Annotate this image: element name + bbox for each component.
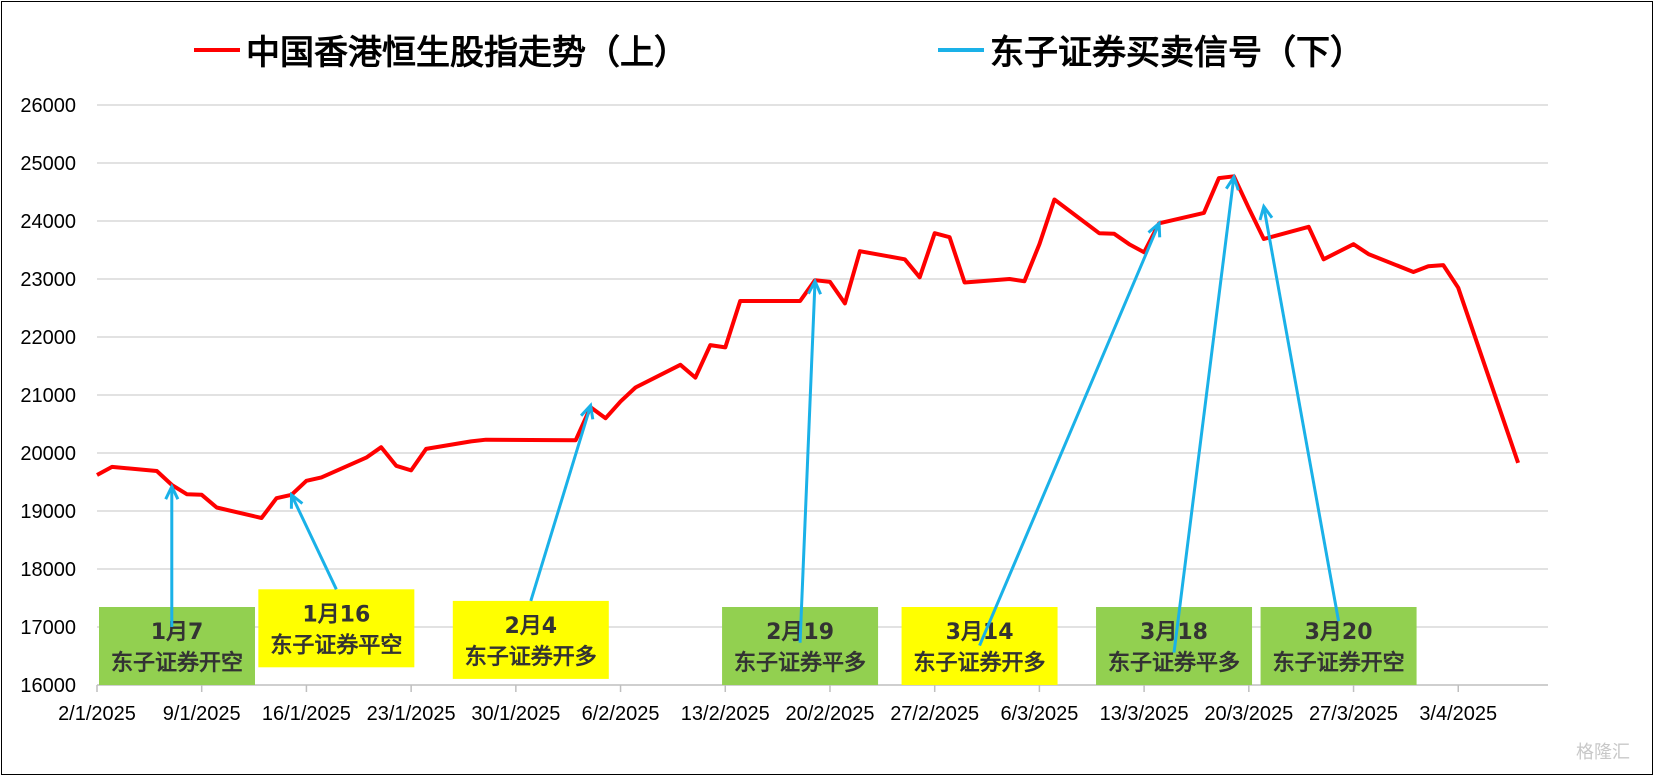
y-tick-label: 18000 [20, 559, 76, 581]
signal-arrow-line [978, 222, 1161, 647]
x-tick-label: 6/2/2025 [582, 703, 660, 725]
signal-date-label: 3月20 [1305, 620, 1373, 645]
signal-arrow-head [289, 491, 304, 509]
x-tick-label: 23/1/2025 [367, 703, 456, 725]
x-tick-label: 6/3/2025 [1000, 703, 1078, 725]
signal-arrow-head [164, 483, 180, 500]
signal-3: 2月4 东子证券开多 [452, 402, 609, 679]
x-tick-label: 30/1/2025 [471, 703, 560, 725]
y-tick-label: 16000 [20, 675, 76, 697]
x-tick-label: 20/2/2025 [785, 703, 874, 725]
signal-arrow-head [579, 402, 595, 420]
signal-5: 3月14 东子证券开多 [901, 220, 1162, 685]
signal-box [258, 589, 415, 668]
signal-arrow-head [1147, 220, 1162, 238]
signal-date-label: 1月16 [302, 602, 370, 627]
signal-date-label: 1月7 [151, 620, 204, 645]
signal-action-label: 东子证券开多 [465, 644, 597, 670]
x-tick-label: 13/2/2025 [681, 703, 770, 725]
signal-arrow-line [1172, 176, 1236, 653]
signal-action-label: 东子证券平空 [270, 632, 402, 658]
signal-box [99, 607, 255, 685]
signal-arrow-head [1258, 203, 1274, 221]
y-tick-label: 22000 [20, 327, 76, 349]
x-tick-label: 27/3/2025 [1309, 703, 1398, 725]
signal-arrow-line [1262, 206, 1341, 622]
signal-action-label: 东子证券开多 [914, 650, 1046, 676]
signal-action-label: 东子证券开空 [1273, 650, 1405, 676]
watermark-text: 格隆汇 [1576, 742, 1630, 763]
signal-1: 1月7 东子证券开空 [99, 483, 255, 685]
x-tick-label: 20/3/2025 [1204, 703, 1293, 725]
legend: 中国香港恒生股指走势（上） 东子证券买卖信号（下） [194, 33, 1364, 73]
x-tick-label: 2/1/2025 [58, 703, 136, 725]
signal-annotations: 1月7东子证券开空1月16东子证券平空2月4东子证券开多2月19东子证券平多3月… [99, 173, 1417, 685]
y-tick-label: 19000 [20, 501, 76, 523]
y-tick-label: 26000 [20, 95, 76, 117]
signal-arrow-line [529, 405, 593, 602]
y-tick-label: 23000 [20, 269, 76, 291]
grid-lines [97, 104, 1548, 628]
x-tick-label: 9/1/2025 [163, 703, 241, 725]
signal-action-label: 东子证券平多 [1108, 650, 1240, 676]
x-tick-label: 16/1/2025 [262, 703, 351, 725]
x-tick-label: 3/4/2025 [1419, 703, 1497, 725]
signal-7: 3月20 东子证券开空 [1258, 203, 1417, 685]
x-tick-label: 27/2/2025 [890, 703, 979, 725]
signal-4: 2月19东子证券平多 [722, 277, 879, 685]
y-tick-label: 17000 [20, 617, 76, 639]
signal-date-label: 3月14 [946, 620, 1014, 645]
signal-arrow-line [798, 281, 817, 643]
y-tick-label: 25000 [20, 153, 76, 175]
signal-box [452, 600, 609, 679]
y-tick-label: 21000 [20, 385, 76, 407]
legend-label-hsi: 中国香港恒生股指走势（上） [246, 33, 688, 73]
x-tick-label: 13/3/2025 [1100, 703, 1189, 725]
signal-2: 1月16 东子证券平空 [258, 491, 415, 668]
signal-arrow-head [807, 277, 822, 295]
legend-label-signal: 东子证券买卖信号（下） [990, 33, 1364, 73]
signal-action-label: 东子证券平多 [734, 650, 866, 676]
signal-arrow-line [290, 494, 338, 590]
signal-action-label: 东子证券开空 [111, 650, 243, 676]
signal-date-label: 2月4 [504, 614, 557, 639]
y-tick-label: 20000 [20, 443, 76, 465]
signal-arrow-head [1225, 173, 1240, 191]
signal-box [901, 607, 1058, 685]
y-tick-label: 24000 [20, 211, 76, 233]
